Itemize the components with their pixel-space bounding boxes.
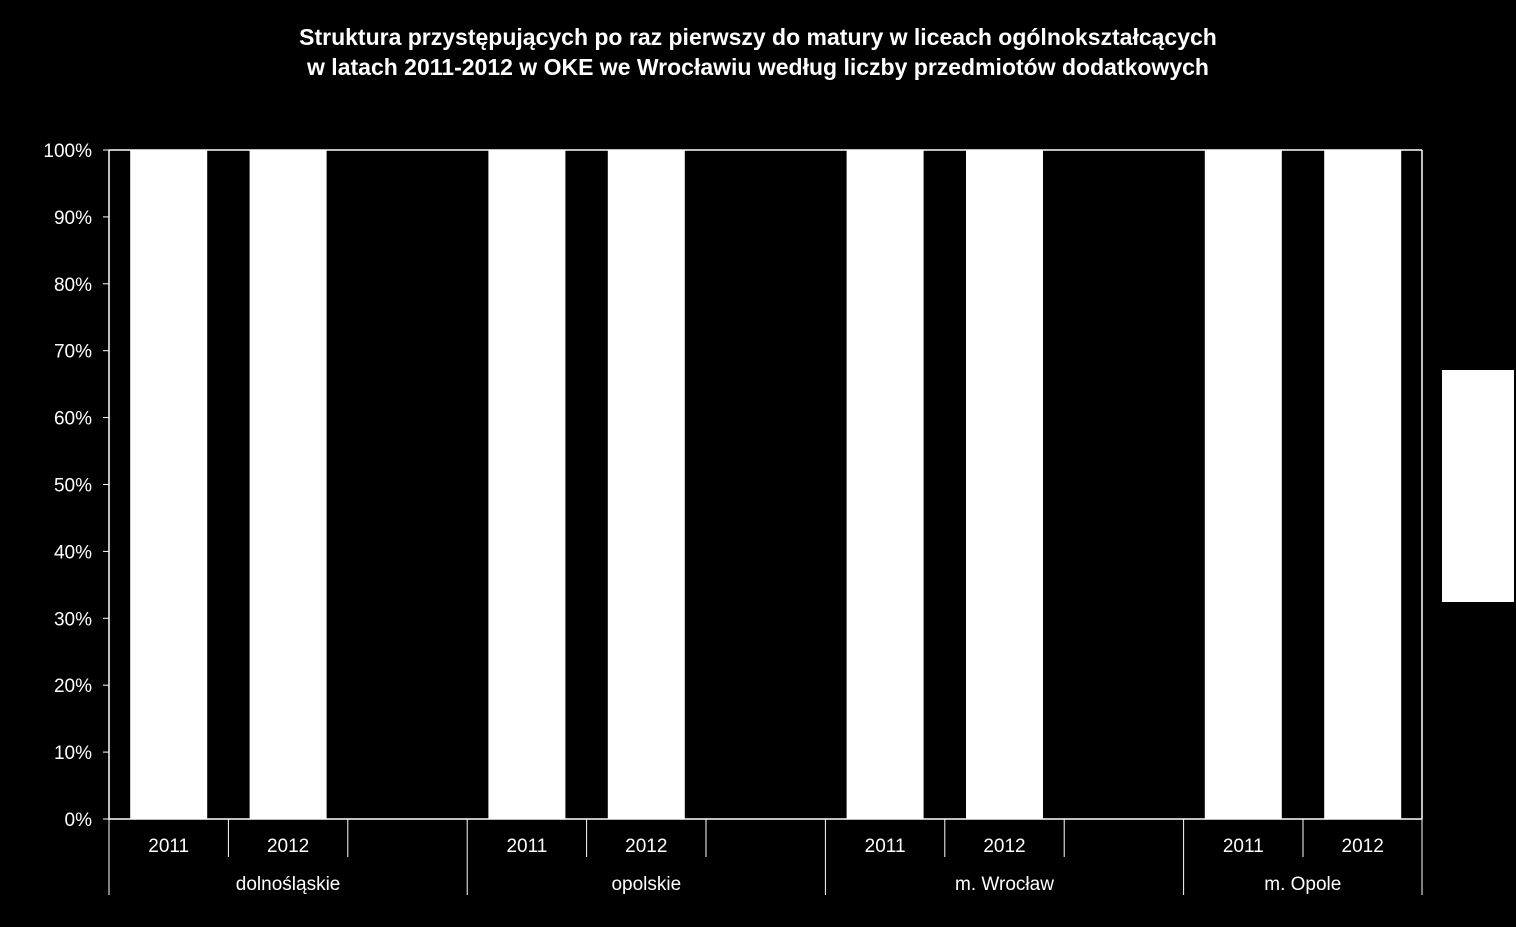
y-tick-label: 90% (54, 208, 92, 229)
x-group-label: opolskie (611, 874, 681, 895)
bar-dolno-l-skie-2011 (130, 150, 208, 819)
x-group-label: m. Opole (1264, 874, 1341, 895)
bar-m-wroc-aw-2012 (966, 150, 1043, 819)
y-tick-label: 50% (54, 476, 92, 497)
bar-m-opole-2012 (1324, 150, 1402, 819)
y-tick-label: 80% (54, 275, 92, 296)
x-category-label: 2012 (1342, 836, 1384, 857)
x-category-label: 2012 (983, 836, 1025, 857)
y-tick-label: 100% (43, 141, 92, 162)
y-tick-label: 10% (54, 743, 92, 764)
y-tick-label: 60% (54, 409, 92, 430)
chart-title-line-1: Struktura przystępujących po raz pierwsz… (299, 24, 1217, 50)
x-group-label: m. Wrocław (955, 874, 1054, 895)
legend-box (1442, 370, 1514, 602)
x-category-label: 2011 (865, 836, 906, 857)
bar-m-opole-2011 (1204, 150, 1282, 819)
x-category-label: 2011 (148, 836, 189, 857)
y-tick-label: 40% (54, 542, 92, 563)
x-category-label: 2012 (625, 836, 667, 857)
x-category-label: 2012 (267, 836, 309, 857)
x-group-label: dolnośląskie (236, 874, 341, 895)
y-tick-label: 0% (65, 810, 93, 831)
bar-opolskie-2012 (607, 150, 685, 819)
y-tick-label: 70% (54, 342, 92, 363)
x-category-label: 2011 (1223, 836, 1264, 857)
y-tick-label: 20% (54, 676, 92, 697)
chart-title: Struktura przystępujących po raz pierwsz… (0, 22, 1516, 82)
x-category-label: 2011 (506, 836, 547, 857)
bar-dolno-l-skie-2012 (249, 150, 327, 819)
bar-m-wroc-aw-2011 (846, 150, 924, 819)
chart-title-line-2: w latach 2011-2012 w OKE we Wrocławiu we… (307, 54, 1209, 80)
y-tick-label: 30% (54, 609, 92, 630)
bar-opolskie-2011 (488, 150, 566, 819)
